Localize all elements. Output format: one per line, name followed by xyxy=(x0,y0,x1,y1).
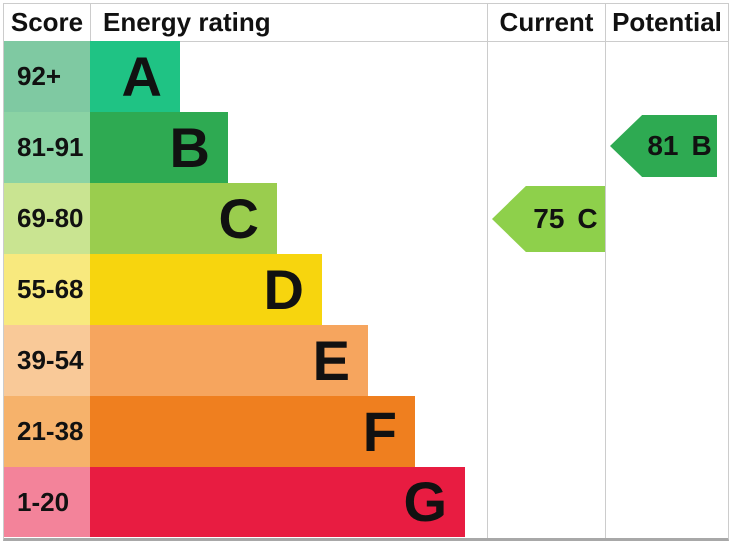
score-range-cell: 1-20 xyxy=(4,467,90,537)
score-range-label: 21-38 xyxy=(17,416,84,446)
band-bar: B xyxy=(90,112,228,183)
potential-rating-letter: B xyxy=(691,130,712,161)
score-range-cell: 92+ xyxy=(4,41,90,112)
score-range-cell: 21-38 xyxy=(4,396,90,467)
band-letter: G xyxy=(403,470,447,533)
header-potential: Potential xyxy=(612,7,722,37)
divider-score-energy xyxy=(90,3,91,41)
band-letter: E xyxy=(312,328,350,392)
band-row-e: 39-54 E xyxy=(4,325,728,396)
band-bar: D xyxy=(90,254,322,325)
band-bar: G xyxy=(90,467,465,537)
header-energy-rating: Energy rating xyxy=(103,7,271,37)
score-range-cell: 81-91 xyxy=(4,112,90,183)
band-letter: A xyxy=(121,44,162,108)
bands-area: 92+ A 81-91 B 69-80 C 55-68 D 39-54 E 21… xyxy=(4,41,728,537)
current-rating-value: 75 xyxy=(533,203,565,234)
score-range-cell: 55-68 xyxy=(4,254,90,325)
potential-rating-text: 81 B xyxy=(610,130,717,162)
band-row-c: 69-80 C xyxy=(4,183,728,254)
band-letter: D xyxy=(263,257,304,321)
band-letter: C xyxy=(218,186,259,250)
band-row-f: 21-38 F xyxy=(4,396,728,467)
score-range-cell: 39-54 xyxy=(4,325,90,396)
band-row-g: 1-20 G xyxy=(4,467,728,537)
score-range-label: 39-54 xyxy=(17,345,84,375)
current-rating-text: 75 C xyxy=(492,203,605,235)
divider-energy-current xyxy=(487,3,488,538)
score-range-cell: 69-80 xyxy=(4,183,90,254)
band-row-a: 92+ A xyxy=(4,41,728,112)
potential-rating-value: 81 xyxy=(647,130,679,161)
band-bar: C xyxy=(90,183,277,254)
header-underline xyxy=(3,41,729,42)
band-letter: B xyxy=(169,115,210,179)
score-range-label: 1-20 xyxy=(17,486,70,517)
score-range-label: 92+ xyxy=(17,61,62,91)
band-letter: F xyxy=(362,399,397,463)
current-rating-letter: C xyxy=(577,203,598,234)
band-bar: A xyxy=(90,41,180,112)
score-range-label: 55-68 xyxy=(17,274,84,304)
header-current: Current xyxy=(499,7,594,37)
header-score: Score xyxy=(10,7,84,37)
band-bar: F xyxy=(90,396,415,467)
band-bar: E xyxy=(90,325,368,396)
band-row-d: 55-68 D xyxy=(4,254,728,325)
score-range-label: 69-80 xyxy=(17,203,84,233)
divider-current-potential xyxy=(605,3,606,538)
score-range-label: 81-91 xyxy=(17,132,84,162)
band-row-b: 81-91 B xyxy=(4,112,728,183)
table-frame xyxy=(3,3,729,541)
